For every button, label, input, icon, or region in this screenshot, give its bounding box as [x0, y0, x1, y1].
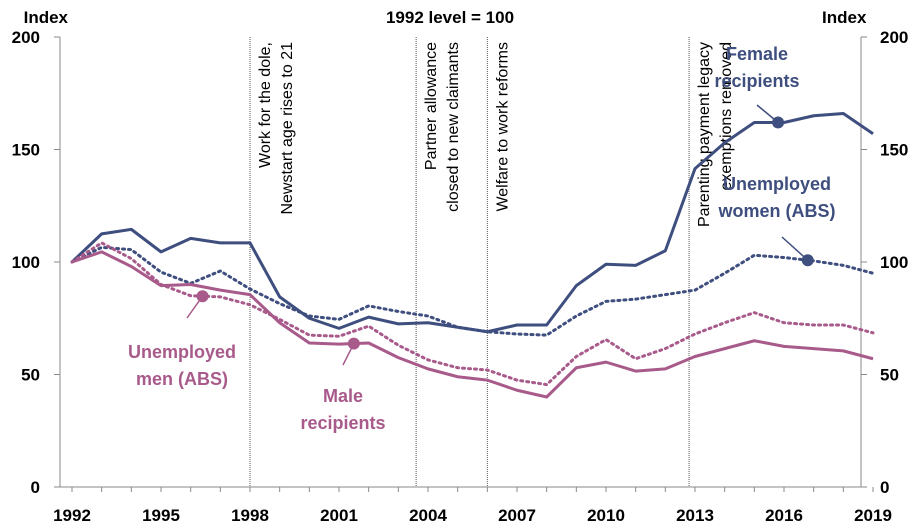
- x-tick-label: 1998: [231, 506, 269, 525]
- series-label-text: Female: [726, 44, 788, 64]
- y-tick-label-right: 0: [880, 478, 889, 497]
- event-markers: Work for the dole, Newstart age rises to …: [249, 37, 735, 487]
- event-label: Work for the dole,: [257, 42, 274, 168]
- y-tick-label-right: 150: [880, 141, 908, 160]
- event-label: Welfare to work reforms: [494, 42, 511, 212]
- x-tick-label: 2010: [587, 506, 625, 525]
- series-label-leader: [756, 104, 779, 124]
- x-tick-label: 1995: [142, 506, 180, 525]
- series-label-text: recipients: [714, 71, 799, 91]
- y-tick-label-left: 100: [12, 253, 40, 272]
- chart-title: 1992 level = 100: [386, 8, 514, 27]
- x-tick-label: 2004: [409, 506, 447, 525]
- event-label: Newstart age rises to 21: [279, 42, 296, 215]
- series-label-text: recipients: [300, 413, 385, 433]
- y-axis-label-left: Index: [24, 8, 69, 27]
- series-line-male-recipients: [71, 250, 874, 399]
- series-label-text: Unemployed: [723, 174, 831, 194]
- y-tick-label-left: 50: [21, 366, 40, 385]
- x-tick-label: 2001: [320, 506, 358, 525]
- y-tick-label-right: 50: [880, 366, 899, 385]
- x-tick-label: 2016: [765, 506, 803, 525]
- series-label-leader: [342, 343, 355, 366]
- x-tick-label: 2007: [498, 506, 536, 525]
- event-label: Parenting payment legacy: [696, 42, 713, 227]
- series-labels: Female recipients Unemployed women (ABS) Mal…: [128, 44, 836, 433]
- y-tick-label-right: 100: [880, 253, 908, 272]
- series-label-text: women (ABS): [718, 201, 836, 221]
- y-tick-label-left: 0: [31, 478, 40, 497]
- series-line-unemployed-women-abs: [70, 245, 875, 337]
- series-label-leader: [781, 236, 809, 261]
- axes: 0 0 50 50 100 100 150 150 200 200 1992 1995 1998 2001…: [12, 28, 909, 525]
- x-tick-label: 2013: [676, 506, 714, 525]
- series-label-leader: [186, 295, 204, 319]
- event-label: closed to new claimants: [445, 42, 462, 212]
- x-tick-label: 1992: [53, 506, 91, 525]
- series-lines: [70, 112, 875, 399]
- series-label-text: Male: [323, 386, 363, 406]
- y-axis-label-right: Index: [822, 8, 867, 27]
- y-tick-label-left: 200: [12, 28, 40, 47]
- series-label-text: men (ABS): [136, 369, 228, 389]
- series-line-unemployed-men-abs: [70, 241, 875, 387]
- y-tick-label-left: 150: [12, 141, 40, 160]
- x-tick-label: 2019: [854, 506, 892, 525]
- event-label: Partner allowance: [423, 42, 440, 170]
- series-label-text: Unemployed: [128, 342, 236, 362]
- y-tick-label-right: 200: [880, 28, 908, 47]
- event-label: exemptions removed: [718, 42, 735, 191]
- series-line-female-recipients: [70, 112, 874, 334]
